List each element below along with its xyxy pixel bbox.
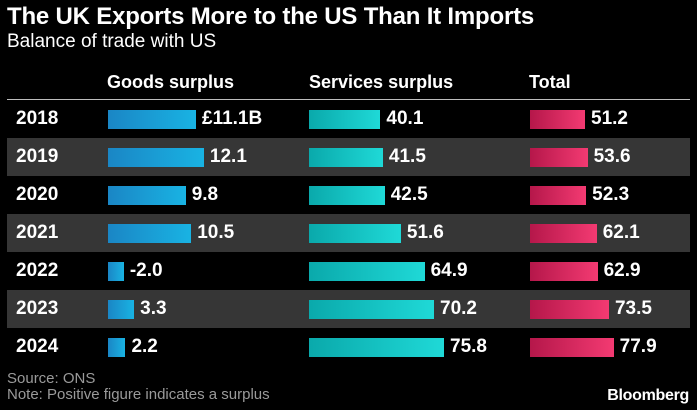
- goods-value-label: 10.5: [197, 222, 235, 243]
- services-value-label: 70.2: [440, 298, 477, 319]
- table-row: 2019 12.1 41.5 53.6: [7, 138, 690, 176]
- services-value-label: 42.5: [390, 184, 428, 205]
- total-bar: [530, 148, 588, 167]
- services-bar: [309, 262, 425, 281]
- goods-bar: [108, 300, 135, 319]
- services-bar: [309, 186, 385, 205]
- goods-bar: [108, 110, 196, 129]
- year-label: 2024: [16, 336, 59, 357]
- goods-bar: [108, 148, 204, 167]
- table-row: 2023 3.3 70.2 73.5: [7, 290, 690, 328]
- services-bar: [309, 110, 381, 129]
- year-label: 2020: [16, 184, 59, 205]
- table-row: 2024 2.2 75.8 77.9: [7, 328, 690, 366]
- services-column-header: Services surplus: [309, 72, 454, 92]
- goods-value-label: £11.1B: [202, 108, 263, 129]
- services-bar: [309, 300, 434, 319]
- year-label: 2023: [16, 298, 59, 319]
- goods-value-label: -2.0: [129, 260, 163, 281]
- year-label: 2021: [16, 222, 59, 243]
- total-column-header: Total: [529, 72, 571, 92]
- total-value-label: 51.2: [591, 108, 628, 129]
- footnote: Note: Positive figure indicates a surplu…: [7, 386, 270, 403]
- goods-column-header: Goods surplus: [107, 72, 235, 92]
- chart-title: The UK Exports More to the US Than It Im…: [7, 3, 535, 30]
- goods-value-label: 12.1: [209, 146, 247, 167]
- year-label: 2022: [16, 260, 59, 281]
- total-bar: [530, 262, 598, 281]
- total-bar: [530, 224, 597, 243]
- chart-subtitle: Balance of trade with US: [7, 31, 217, 52]
- table-row: 2021 10.5 51.6 62.1: [7, 214, 690, 252]
- total-value-label: 73.5: [614, 298, 652, 319]
- services-value-label: 64.9: [430, 260, 468, 281]
- total-value-label: 53.6: [593, 146, 631, 167]
- services-bar: [309, 338, 444, 357]
- services-bar: [309, 224, 401, 243]
- year-label: 2018: [16, 108, 59, 129]
- goods-value-label: 3.3: [140, 298, 167, 319]
- total-bar: [530, 186, 587, 205]
- total-value-label: 62.9: [603, 260, 641, 281]
- goods-bar: [108, 186, 186, 205]
- total-value-label: 77.9: [619, 336, 657, 357]
- services-value-label: 75.8: [450, 336, 487, 357]
- table-row: 2020 9.8 42.5 52.3: [7, 176, 690, 214]
- total-bar: [530, 338, 614, 357]
- source-note: Source: ONS: [7, 370, 96, 387]
- goods-bar: [108, 224, 192, 243]
- services-value-label: 41.5: [388, 146, 426, 167]
- goods-bar: [108, 338, 126, 357]
- services-value-label: 40.1: [386, 108, 424, 129]
- total-bar: [530, 110, 585, 129]
- header-divider: [7, 99, 690, 100]
- table-row: 2018 £11.1B 40.1 51.2: [7, 100, 690, 138]
- services-bar: [309, 148, 383, 167]
- total-bar: [530, 300, 609, 319]
- total-value-label: 62.1: [602, 222, 640, 243]
- goods-value-label: 9.8: [191, 184, 219, 205]
- table-row: 2022 -2.0 64.9 62.9: [7, 252, 690, 290]
- bloomberg-logo: Bloomberg: [607, 387, 689, 404]
- goods-bar: [108, 262, 124, 281]
- services-value-label: 51.6: [406, 222, 444, 243]
- total-value-label: 52.3: [592, 184, 630, 205]
- year-label: 2019: [16, 146, 59, 167]
- goods-value-label: 2.2: [131, 336, 158, 357]
